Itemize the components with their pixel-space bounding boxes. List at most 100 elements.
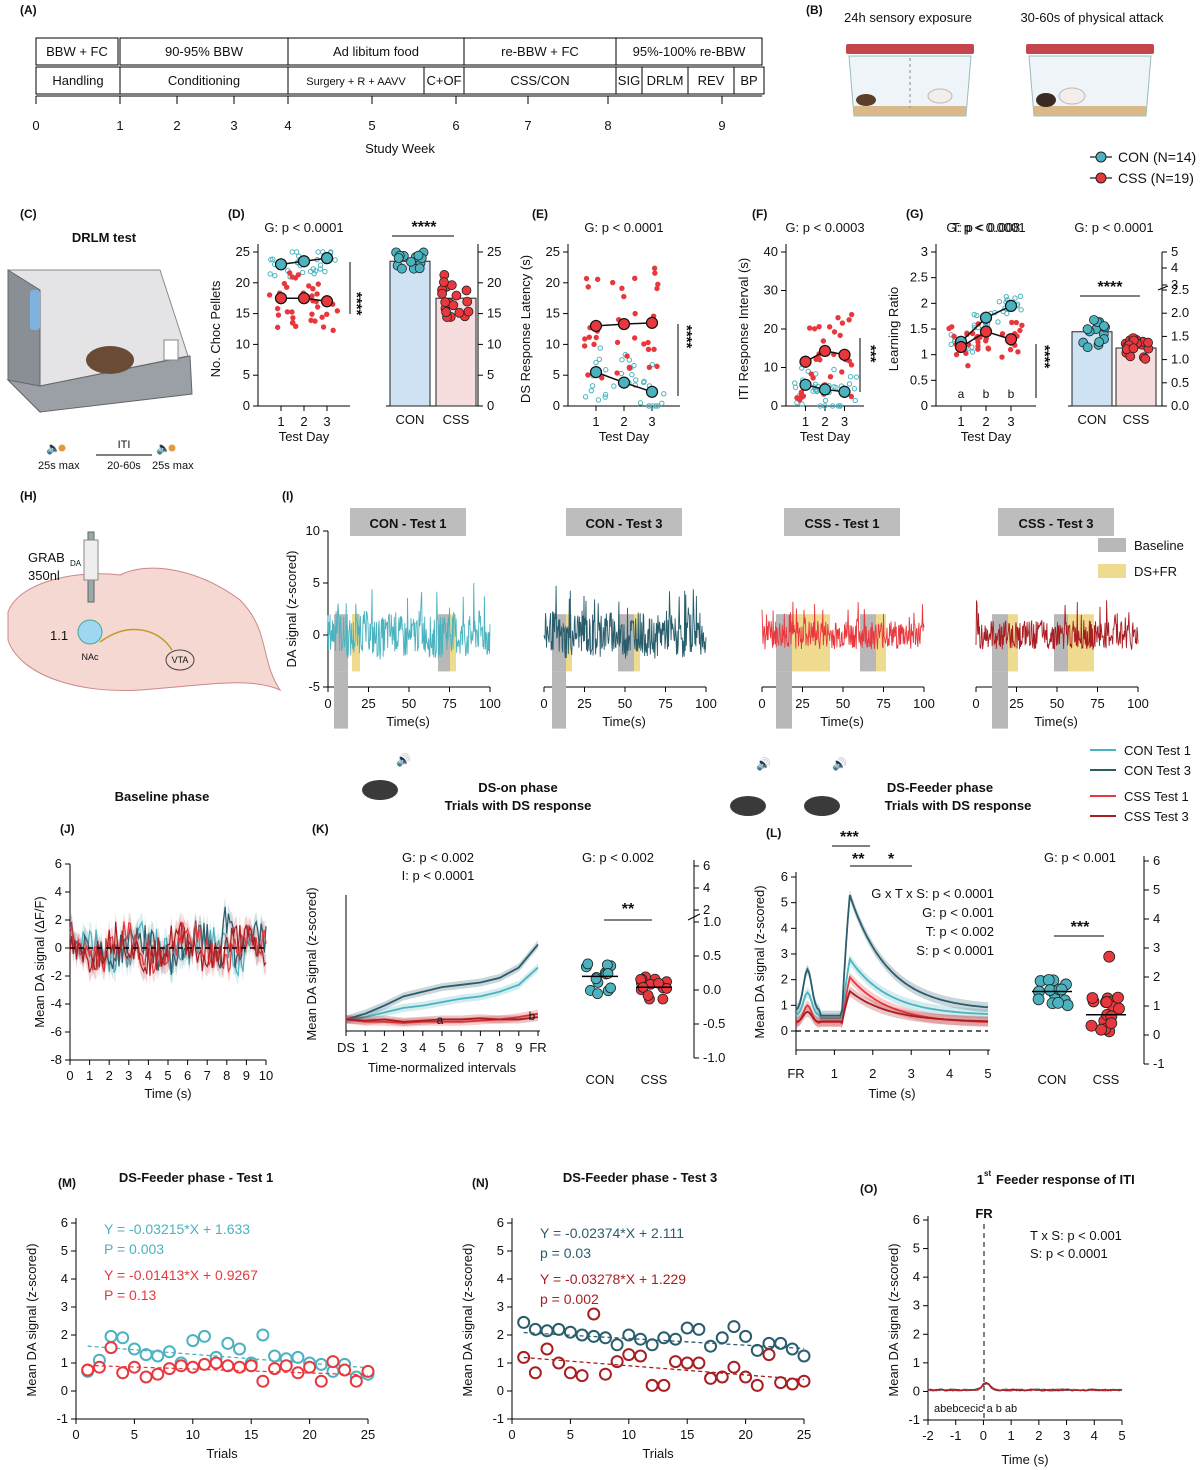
- F-mean-point: [818, 344, 832, 358]
- iti-label: ITI: [118, 439, 131, 451]
- sensor-name: GRAB: [28, 550, 65, 565]
- K-x-tick-label: DS: [337, 1040, 355, 1055]
- E-y-label: DS Response Latency (s): [518, 255, 533, 403]
- I-x-tick-label: 100: [913, 696, 935, 711]
- legend-marker: [1095, 151, 1107, 163]
- K2-y-tick-label: 1.0: [703, 914, 721, 929]
- L-sig-stars: ***: [840, 829, 859, 846]
- N-point: [750, 1343, 764, 1357]
- N-y-tick-label: 2: [497, 1327, 504, 1342]
- E-individual-point: [655, 403, 661, 409]
- F-y-tick-label: 20: [764, 321, 778, 336]
- D_line-mean-point: [274, 292, 288, 305]
- M-y-tick-label: 0: [61, 1383, 68, 1398]
- D_line-individual-point: [274, 305, 281, 312]
- O-x-tick-label: -2: [922, 1428, 934, 1443]
- D_line-y-tick-label: 5: [243, 367, 250, 382]
- F-y-label: ITI Response Interval (s): [736, 258, 751, 400]
- G_line-individual-point: [1003, 293, 1009, 300]
- N-x-tick-label: 20: [738, 1427, 752, 1442]
- mouse-icon: [1036, 93, 1056, 107]
- L-y-tick-label: 1: [781, 997, 788, 1012]
- D-bar: [389, 260, 431, 407]
- G_line-individual-point: [974, 312, 980, 319]
- N-x-tick-label: 25: [797, 1427, 811, 1442]
- D_line-individual-point: [274, 324, 281, 331]
- D-bar-point: [393, 253, 404, 263]
- F-individual-point: [817, 357, 823, 363]
- D_line-individual-point: [275, 312, 282, 318]
- D-bar-category-label: CSS: [443, 412, 470, 427]
- L2-point: [1105, 1017, 1118, 1030]
- E-individual-point: [652, 270, 658, 276]
- N-point: [563, 1366, 577, 1380]
- E-individual-point: [649, 403, 656, 409]
- K2-point: [605, 982, 617, 994]
- E-mean-point: [589, 319, 603, 333]
- O-x-tick-label: 2: [1035, 1428, 1042, 1443]
- J-x-tick-label: 1: [86, 1068, 93, 1083]
- legend-marker: [1095, 172, 1107, 184]
- F-individual-point: [794, 395, 800, 401]
- J-x-tick-label: 9: [243, 1068, 250, 1083]
- K2-point: [642, 990, 654, 1001]
- M-fit-equation: Y = -0.03215*X + 1.633: [104, 1221, 250, 1237]
- timeline-tick-label: 1: [116, 118, 123, 133]
- N-point: [692, 1356, 706, 1370]
- trace-legend-label: CON Test 1: [1124, 743, 1191, 758]
- G_line-y-tick-label: 1: [921, 347, 928, 362]
- mouse-icon: [927, 88, 953, 104]
- panel-label-K: (K): [312, 822, 329, 836]
- O-title: Feeder response of ITI: [996, 1172, 1135, 1187]
- M-fit-line: [87, 1345, 369, 1369]
- K2-axis-break: [687, 913, 701, 921]
- G-letter: b: [1008, 387, 1015, 401]
- E-individual-point: [633, 377, 639, 383]
- I-trace-line: [543, 585, 707, 659]
- speaker-icon: 🔊: [756, 756, 771, 771]
- K-x-tick-label: 9: [515, 1040, 522, 1055]
- N-point: [692, 1322, 706, 1336]
- M-y-tick-label: 6: [61, 1215, 68, 1230]
- D_line-individual-point: [306, 283, 312, 289]
- D_line-individual-point: [283, 284, 290, 290]
- O-y-label: Mean DA signal (z-scored): [886, 1243, 901, 1396]
- M-point: [197, 1357, 211, 1371]
- G_line-individual-point: [1017, 293, 1024, 299]
- G_line-individual-point: [975, 346, 981, 352]
- L2-stat-label: G: p < 0.001: [1044, 850, 1116, 865]
- E-individual-point: [583, 275, 590, 282]
- M-point: [127, 1342, 141, 1356]
- E-mean-point: [617, 376, 631, 389]
- N-point: [528, 1366, 542, 1380]
- N-y-tick-label: 3: [497, 1299, 504, 1314]
- F-individual-point: [799, 401, 805, 407]
- K-error-band: [346, 940, 538, 1024]
- F-mean-point: [799, 378, 812, 391]
- D-bar-category-label: CON: [396, 412, 425, 427]
- N-fit-pvalue: p = 0.002: [540, 1291, 599, 1307]
- K-series-line: [345, 966, 539, 1021]
- D-bar-y-tick-label: 20: [487, 275, 501, 290]
- panel-label-M: (M): [58, 1176, 76, 1190]
- D-bar-y-tick-label: 25: [487, 244, 501, 259]
- G_line-y-tick-label: 0: [921, 398, 928, 413]
- M-point: [151, 1349, 165, 1363]
- L-x-tick-label: 5: [984, 1066, 991, 1081]
- K2-y-tick-label: -0.5: [703, 1016, 725, 1031]
- panel-label-E: (E): [532, 207, 548, 221]
- K2-point: [590, 973, 602, 985]
- L-y-tick-label: 2: [781, 972, 788, 987]
- K2-y-tick-label: 4: [703, 880, 710, 895]
- D_line-individual-point: [286, 270, 293, 276]
- I-title-box: [998, 508, 1114, 536]
- E-individual-point: [609, 279, 616, 286]
- sensor-subscript: DA: [70, 559, 82, 568]
- G_line-individual-point: [1018, 307, 1024, 313]
- G_line-mean-point: [954, 340, 968, 354]
- M-point: [151, 1367, 165, 1381]
- O-x-tick-label: 5: [1118, 1428, 1125, 1443]
- K2-y-tick-label: 6: [703, 858, 710, 873]
- G-bar-y-tick-label: 4: [1171, 260, 1178, 275]
- G-bar: [1115, 347, 1157, 407]
